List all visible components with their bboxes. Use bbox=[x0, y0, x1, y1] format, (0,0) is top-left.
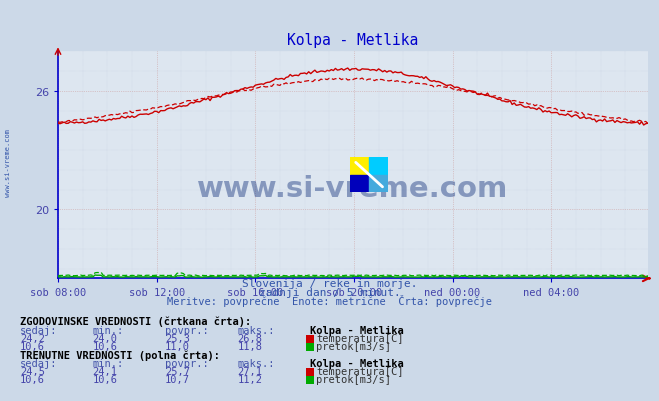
Text: 10,6: 10,6 bbox=[92, 341, 117, 351]
Text: 24,5: 24,5 bbox=[20, 366, 45, 376]
Text: 10,6: 10,6 bbox=[20, 374, 45, 384]
Text: 11,0: 11,0 bbox=[165, 341, 190, 351]
Text: 24,0: 24,0 bbox=[92, 333, 117, 343]
Text: 26,8: 26,8 bbox=[237, 333, 262, 343]
Text: povpr.:: povpr.: bbox=[165, 358, 208, 368]
Text: povpr.:: povpr.: bbox=[165, 325, 208, 335]
Text: 24,2: 24,2 bbox=[20, 333, 45, 343]
Polygon shape bbox=[369, 175, 388, 192]
Text: www.si-vreme.com: www.si-vreme.com bbox=[197, 174, 509, 202]
Text: 24,1: 24,1 bbox=[92, 366, 117, 376]
Text: min.:: min.: bbox=[92, 358, 123, 368]
Text: sedaj:: sedaj: bbox=[20, 325, 57, 335]
Text: Kolpa - Metlika: Kolpa - Metlika bbox=[310, 325, 403, 335]
Text: Kolpa - Metlika: Kolpa - Metlika bbox=[310, 358, 403, 368]
Text: ZGODOVINSKE VREDNOSTI (črtkana črta):: ZGODOVINSKE VREDNOSTI (črtkana črta): bbox=[20, 316, 251, 326]
Polygon shape bbox=[350, 175, 369, 192]
Text: maks.:: maks.: bbox=[237, 358, 275, 368]
Text: TRENUTNE VREDNOSTI (polna črta):: TRENUTNE VREDNOSTI (polna črta): bbox=[20, 349, 219, 360]
Text: 11,2: 11,2 bbox=[237, 374, 262, 384]
Text: temperatura[C]: temperatura[C] bbox=[316, 333, 404, 343]
Text: www.si-vreme.com: www.si-vreme.com bbox=[5, 128, 11, 196]
Text: zadnji dan / 5 minut.: zadnji dan / 5 minut. bbox=[258, 288, 401, 298]
Polygon shape bbox=[369, 158, 388, 175]
Text: 27,1: 27,1 bbox=[237, 366, 262, 376]
Text: pretok[m3/s]: pretok[m3/s] bbox=[316, 374, 391, 384]
Text: 10,7: 10,7 bbox=[165, 374, 190, 384]
Text: sedaj:: sedaj: bbox=[20, 358, 57, 368]
Text: 25,7: 25,7 bbox=[165, 366, 190, 376]
Text: Slovenija / reke in morje.: Slovenija / reke in morje. bbox=[242, 279, 417, 289]
Text: min.:: min.: bbox=[92, 325, 123, 335]
Polygon shape bbox=[350, 158, 369, 175]
Text: Meritve: povprečne  Enote: metrične  Črta: povprečje: Meritve: povprečne Enote: metrične Črta:… bbox=[167, 294, 492, 306]
Text: maks.:: maks.: bbox=[237, 325, 275, 335]
Text: 10,6: 10,6 bbox=[92, 374, 117, 384]
Text: 10,6: 10,6 bbox=[20, 341, 45, 351]
Text: pretok[m3/s]: pretok[m3/s] bbox=[316, 341, 391, 351]
Text: 25,3: 25,3 bbox=[165, 333, 190, 343]
Text: temperatura[C]: temperatura[C] bbox=[316, 366, 404, 376]
Text: 11,8: 11,8 bbox=[237, 341, 262, 351]
Title: Kolpa - Metlika: Kolpa - Metlika bbox=[287, 33, 418, 48]
